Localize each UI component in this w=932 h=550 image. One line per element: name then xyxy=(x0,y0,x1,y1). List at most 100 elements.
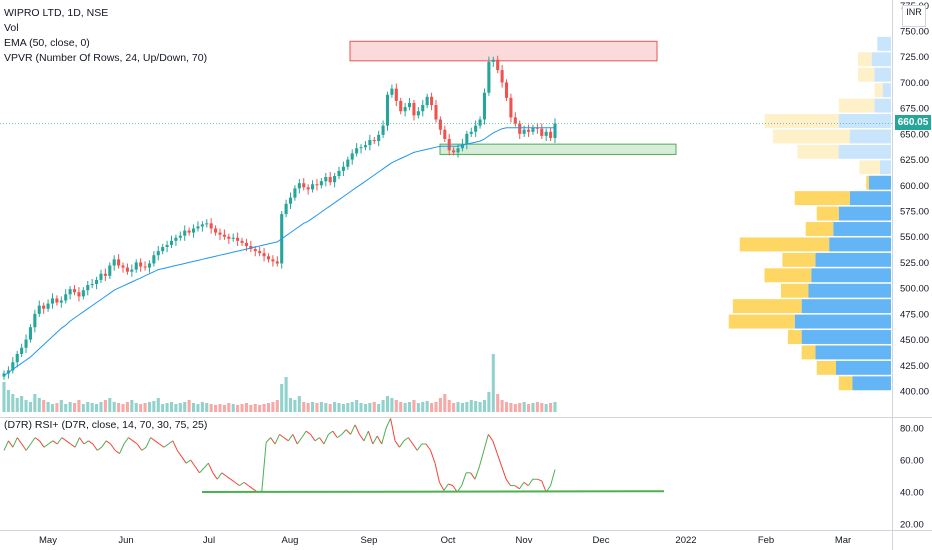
candle-body xyxy=(346,159,350,167)
candle-body xyxy=(491,59,495,62)
candle-body xyxy=(46,303,50,309)
candle-body xyxy=(253,249,257,252)
volume-bar xyxy=(297,396,301,412)
volume-bar xyxy=(72,403,77,412)
vpvr-up-bar xyxy=(815,252,891,267)
rsi-segment xyxy=(34,437,40,442)
candle-body xyxy=(205,223,209,225)
candle-body xyxy=(227,236,231,239)
volume-bar xyxy=(37,398,41,412)
volume-bar xyxy=(368,403,372,412)
rsi-segment xyxy=(30,437,36,445)
volume-bar xyxy=(275,400,279,412)
volume-bar xyxy=(108,398,112,412)
rsi-segment xyxy=(190,459,196,467)
volume-bar xyxy=(421,402,425,412)
candle-body xyxy=(531,127,535,132)
time-tick-label: 2022 xyxy=(675,535,696,546)
volume-bar xyxy=(6,390,10,412)
volume-bar xyxy=(346,403,350,412)
vpvr-profile xyxy=(728,36,891,391)
time-tick-label: Aug xyxy=(282,535,299,546)
candle-body xyxy=(390,88,394,95)
rsi-segment xyxy=(119,443,125,454)
rsi-segment xyxy=(163,443,169,448)
candle-body xyxy=(95,279,99,285)
candle-body xyxy=(28,327,32,340)
rsi-segment xyxy=(172,440,178,451)
volume-bar xyxy=(540,403,544,412)
candle-body xyxy=(412,103,416,116)
vpvr-up-bar xyxy=(808,283,891,298)
time-tick-label: May xyxy=(39,535,57,546)
candle-body xyxy=(81,290,85,297)
time-tick-label: Nov xyxy=(516,535,533,546)
volume-bar xyxy=(134,403,138,412)
candle-body xyxy=(465,133,469,145)
rsi-segment xyxy=(8,440,14,448)
volume-bar xyxy=(394,400,398,412)
volume-bar xyxy=(121,404,125,412)
rsi-segment xyxy=(287,434,294,442)
rsi-segment xyxy=(39,440,45,448)
rsi-segment xyxy=(136,443,143,451)
volume-bar xyxy=(522,402,526,412)
vpvr-up-bar xyxy=(838,114,891,128)
rsi-segment xyxy=(523,481,529,487)
rsi-segment xyxy=(181,456,187,464)
volume-bar xyxy=(59,400,63,412)
volume-bar xyxy=(399,402,403,412)
candle-body xyxy=(447,139,451,151)
vpvr-up-bar xyxy=(794,314,891,329)
volume-bar xyxy=(187,400,191,412)
vpvr-down-bar xyxy=(816,206,839,221)
volume-bar xyxy=(456,402,460,412)
volume-bar xyxy=(271,402,275,412)
candle-body xyxy=(236,237,240,241)
candle-body xyxy=(130,269,134,272)
volume-bar xyxy=(196,404,200,412)
vpvr-down-bar xyxy=(801,345,816,360)
rsi-segment xyxy=(514,485,520,490)
candle-body xyxy=(117,259,121,266)
vpvr-down-bar xyxy=(838,376,853,391)
candle-body xyxy=(456,148,460,153)
candle-body xyxy=(438,119,442,130)
rsi-segment xyxy=(79,437,85,445)
rsi-segment xyxy=(496,453,503,467)
volume-bar xyxy=(139,404,143,412)
candle-body xyxy=(108,265,112,276)
rsi-segment xyxy=(314,437,320,442)
volume-bar xyxy=(306,403,310,412)
volume-bar xyxy=(55,403,59,412)
currency-button[interactable]: INR xyxy=(902,5,926,27)
vpvr-down-bar xyxy=(816,360,836,375)
volume-bar xyxy=(412,400,416,412)
price-tick-label: 450.00 xyxy=(900,335,929,346)
candle-body xyxy=(482,92,487,120)
candle-body xyxy=(121,265,125,268)
candle-body xyxy=(183,230,187,236)
volume-bar xyxy=(249,405,253,412)
price-tick-label: 425.00 xyxy=(900,361,929,372)
vpvr-down-bar xyxy=(764,268,812,283)
candle-body xyxy=(196,226,200,229)
candle-body xyxy=(266,256,271,260)
rsi-segment xyxy=(434,463,440,483)
price-tick-label: 400.00 xyxy=(900,387,929,398)
rsi-segment xyxy=(25,443,32,451)
candle-body xyxy=(478,119,482,126)
volume-bar xyxy=(236,405,240,412)
rsi-segment xyxy=(283,437,289,442)
candle-body xyxy=(407,103,412,108)
rsi-segment xyxy=(461,472,467,486)
rsi-segment xyxy=(332,430,338,438)
candle-body xyxy=(262,253,266,257)
vpvr-up-bar xyxy=(852,376,891,391)
rsi-segment xyxy=(168,440,174,445)
volume-bar xyxy=(68,402,72,412)
candle-body xyxy=(553,123,557,138)
rsi-segment xyxy=(212,472,218,480)
candle-body xyxy=(381,125,385,135)
